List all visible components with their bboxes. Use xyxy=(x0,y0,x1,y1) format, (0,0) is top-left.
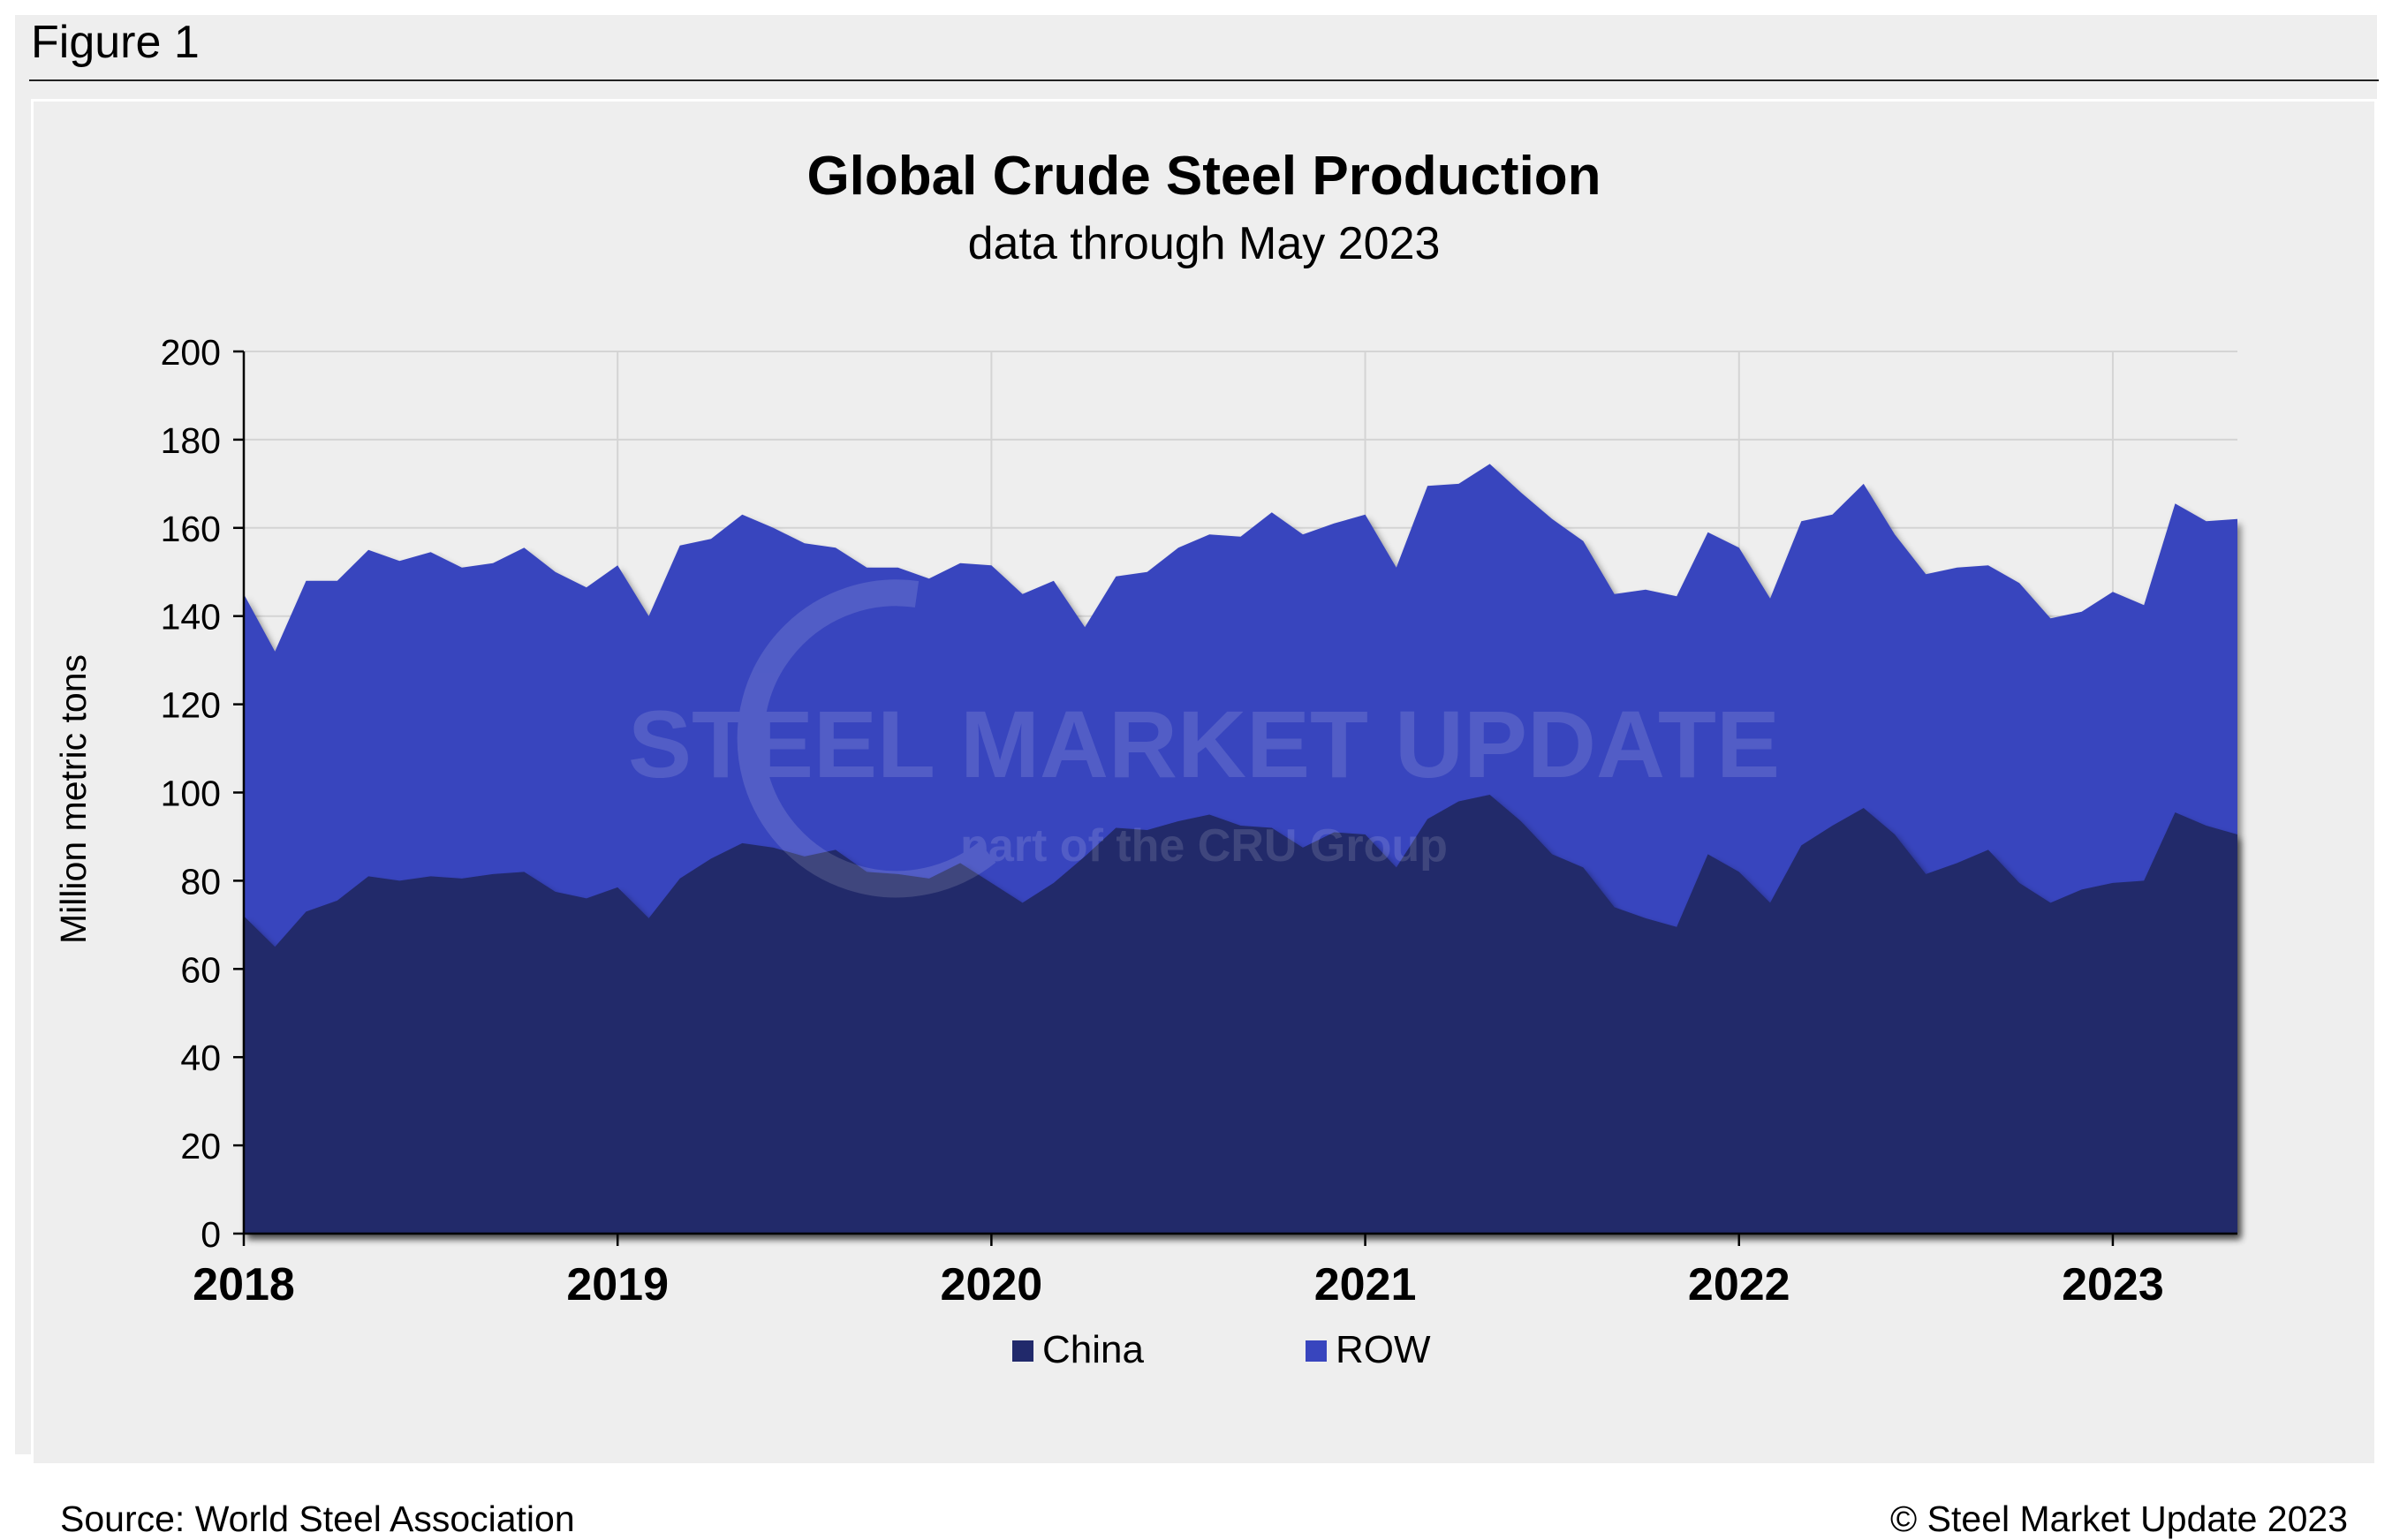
watermark: STEEL MARKET UPDATE part of the CRU Grou… xyxy=(628,579,1780,898)
axes: 0 20 40 60 80 100 120 140 160 180 200 2018 2019 2020 2… xyxy=(161,332,2237,1310)
watermark-logo-arc xyxy=(737,579,996,898)
y-tick-label: 80 xyxy=(180,861,221,902)
figure-rule xyxy=(29,79,2379,81)
y-tick-label: 140 xyxy=(161,597,221,638)
x-tick-label: 2022 xyxy=(1688,1259,1790,1310)
legend-label-row: ROW xyxy=(1336,1328,1431,1371)
chart-subtitle: data through May 2023 xyxy=(968,218,1441,269)
y-tick-label: 200 xyxy=(161,332,221,373)
chart-panel: STEEL MARKET UPDATE part of the CRU Grou… xyxy=(31,99,2377,1539)
x-tick-label: 2019 xyxy=(566,1259,669,1310)
y-tick-label: 60 xyxy=(180,949,221,990)
x-tick-label: 2018 xyxy=(193,1259,295,1310)
source-note: Source: World Steel Association xyxy=(60,1498,575,1539)
legend-swatch-row xyxy=(1306,1340,1327,1362)
legend-label-china: China xyxy=(1042,1328,1144,1371)
watermark-brand: STEEL MARKET UPDATE xyxy=(628,691,1780,797)
y-tick-label: 160 xyxy=(161,509,221,549)
figure-label: Figure 1 xyxy=(31,17,200,68)
china-area xyxy=(244,795,2237,1234)
legend-swatch-china xyxy=(1012,1340,1033,1362)
x-tick-label: 2023 xyxy=(2062,1259,2164,1310)
y-tick-label: 20 xyxy=(180,1126,221,1166)
x-tick-label: 2021 xyxy=(1314,1259,1417,1310)
y-axis-label: Million metric tons xyxy=(53,654,94,944)
copyright-note: © Steel Market Update 2023 xyxy=(1890,1498,2348,1539)
plot-areas xyxy=(244,464,2237,1234)
watermark-tagline: part of the CRU Group xyxy=(960,820,1448,872)
x-tick-label: 2020 xyxy=(941,1259,1043,1310)
y-tick-label: 120 xyxy=(161,685,221,726)
chart-title: Global Crude Steel Production xyxy=(806,146,1601,207)
legend: China ROW xyxy=(1012,1328,1431,1371)
y-tick-label: 40 xyxy=(180,1038,221,1078)
y-tick-label: 100 xyxy=(161,774,221,814)
y-tick-label: 180 xyxy=(161,420,221,461)
chart: STEEL MARKET UPDATE part of the CRU Grou… xyxy=(53,146,2237,1371)
y-tick-label: 0 xyxy=(201,1214,221,1255)
